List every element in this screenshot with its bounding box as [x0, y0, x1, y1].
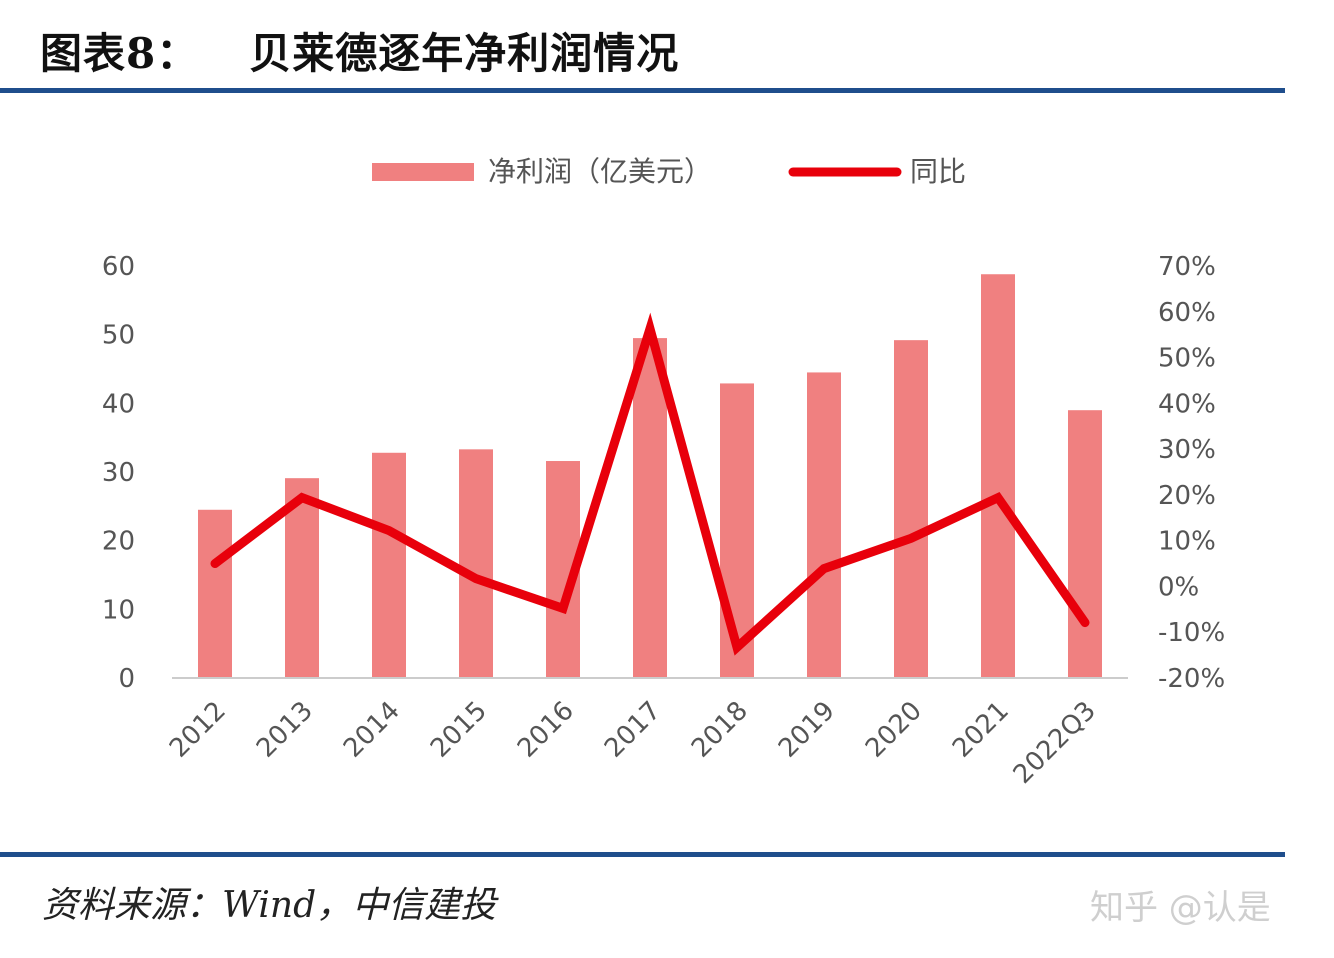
- title-text: 贝莱德逐年净利润情况: [249, 29, 680, 78]
- y-right-tick: 70%: [1158, 252, 1216, 282]
- y-right-tick: 60%: [1158, 298, 1216, 328]
- x-tick: 2020: [860, 696, 928, 764]
- x-tick: 2017: [599, 696, 667, 764]
- y-right-tick: 10%: [1158, 527, 1216, 557]
- y-right-tick: -10%: [1158, 618, 1225, 648]
- y-right-tick: 50%: [1158, 344, 1216, 374]
- x-tick: 2022Q3: [1008, 696, 1102, 790]
- x-tick: 2021: [947, 696, 1015, 764]
- y-left-tick: 60: [102, 252, 135, 282]
- watermark: 知乎 @认是: [1090, 888, 1271, 928]
- y-left-tick: 50: [102, 321, 135, 351]
- bar-2019: [807, 372, 841, 678]
- legend-bar-swatch: [372, 163, 474, 181]
- bottom-rule: [0, 852, 1285, 857]
- x-tick: 2012: [164, 696, 232, 764]
- y-left-tick: 40: [102, 389, 135, 419]
- y-left-tick: 0: [118, 664, 135, 694]
- bar-2021: [981, 274, 1015, 678]
- bar-2015: [459, 449, 493, 678]
- y-left-tick: 30: [102, 458, 135, 488]
- x-tick: 2019: [773, 696, 841, 764]
- bar-2022Q3: [1068, 410, 1102, 678]
- legend-line-label: 同比: [910, 155, 966, 188]
- y-right-tick: -20%: [1158, 664, 1225, 694]
- bar-2018: [720, 383, 754, 678]
- y-left-tick: 20: [102, 527, 135, 557]
- x-tick: 2018: [686, 696, 754, 764]
- x-tick: 2016: [512, 696, 580, 764]
- bar-2014: [372, 452, 406, 678]
- legend: 净利润（亿美元） 同比: [372, 155, 966, 188]
- x-tick: 2015: [425, 696, 493, 764]
- figure-label: 图表8：: [40, 29, 200, 78]
- y-left-tick: 10: [102, 595, 135, 625]
- source-note: 资料来源：Wind，中信建投: [42, 885, 497, 926]
- x-tick: 2014: [338, 696, 406, 764]
- bar-2012: [198, 509, 232, 678]
- y-right-tick: 0%: [1158, 572, 1199, 602]
- bar-2017: [633, 338, 667, 678]
- y-right-tick: 20%: [1158, 481, 1216, 511]
- y-right-tick: 40%: [1158, 389, 1216, 419]
- top-rule: [0, 88, 1285, 93]
- legend-bar-label: 净利润（亿美元）: [488, 155, 712, 188]
- bar-2020: [894, 340, 928, 678]
- x-tick: 2013: [251, 696, 319, 764]
- chart-title: 图表8： 贝莱德逐年净利润情况: [40, 20, 679, 81]
- y-right-tick: 30%: [1158, 435, 1216, 465]
